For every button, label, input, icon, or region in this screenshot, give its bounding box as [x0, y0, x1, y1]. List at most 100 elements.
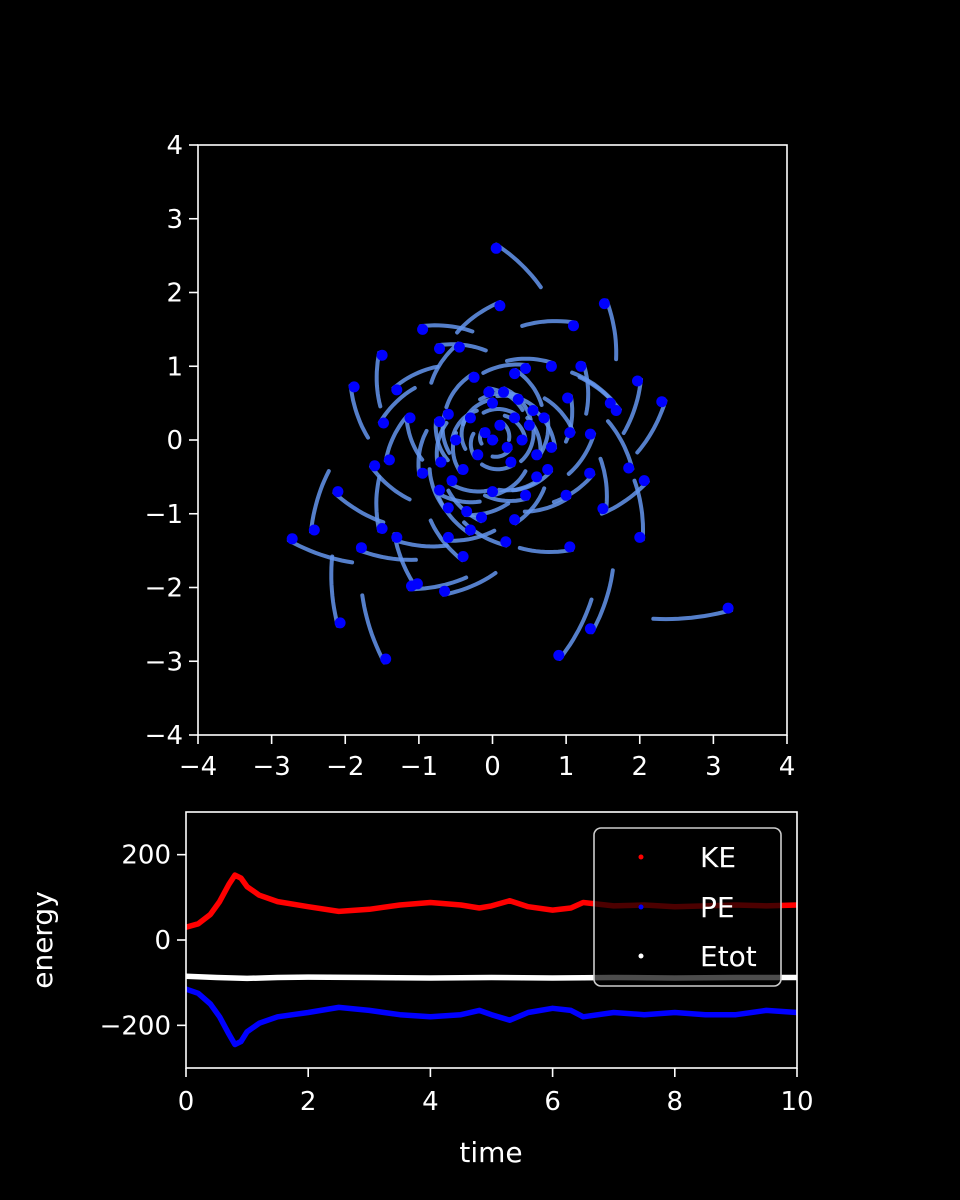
particle-point [584, 623, 596, 635]
y-tick-label: 1 [166, 352, 183, 382]
particle-trail [520, 319, 578, 328]
particle-trail [513, 486, 547, 526]
particle-point [446, 475, 458, 487]
x-tick-label: 10 [780, 1087, 813, 1117]
y-tick-label: −4 [145, 721, 183, 751]
particle-trail [505, 356, 556, 366]
energy-plot: 0 2 4 6 8 10 −200 0 200 time energy KE PE Etot [26, 811, 814, 1169]
particle-point [479, 427, 491, 439]
particle-trail [606, 419, 635, 471]
legend-label-pe: PE [700, 891, 735, 924]
particle-point [564, 541, 576, 553]
particle-point [553, 649, 565, 661]
particle-trail [481, 362, 530, 375]
particle-point [545, 360, 557, 372]
particle-plot-x-axis: −4 −3 −2 −1 0 1 2 3 4 [179, 735, 795, 782]
particle-point [638, 475, 650, 487]
particle-point [391, 384, 403, 396]
particle-point [722, 602, 734, 614]
particle-point [464, 412, 476, 424]
x-tick-label: 3 [705, 752, 722, 782]
particle-trail [635, 398, 668, 455]
x-tick-label: 0 [484, 752, 501, 782]
particle-trail [374, 475, 382, 533]
particle-trail [542, 396, 576, 435]
particle-trail [428, 518, 465, 563]
particle-point [308, 524, 320, 536]
y-tick-label: 200 [121, 841, 171, 871]
particle-point [417, 467, 429, 479]
particle-point [527, 405, 539, 416]
particle-point [442, 502, 454, 514]
particle-point [332, 486, 344, 498]
particle-point [376, 349, 388, 361]
particle-trail [360, 593, 387, 665]
particle-point [442, 408, 454, 420]
particle-point [516, 434, 528, 446]
particle-point [598, 298, 610, 310]
particle-trail [418, 323, 475, 334]
particle-trail [286, 538, 355, 565]
legend-marker-ke [638, 854, 644, 860]
particle-point [464, 524, 476, 536]
particle-trail [598, 456, 609, 513]
particle-point [490, 242, 502, 254]
particle-point [376, 523, 388, 534]
particle-trail [309, 469, 331, 534]
y-tick-label: −1 [145, 500, 183, 530]
particle-point [472, 449, 484, 461]
particle-point [476, 511, 487, 523]
particle-trail [490, 469, 528, 498]
x-tick-label: 4 [779, 752, 796, 782]
particle-plot: −4 −3 −2 −1 0 1 2 3 4 −4 −3 −2 −1 0 1 2 3 4 [145, 131, 796, 782]
y-tick-label: −2 [145, 574, 183, 604]
particle-trail [455, 300, 503, 335]
particle-trail [377, 386, 417, 425]
particle-trail [329, 554, 340, 628]
y-tick-label: −200 [100, 1011, 171, 1041]
y-axis-label: energy [26, 891, 59, 989]
particle-trail [444, 528, 497, 543]
particle-point [509, 412, 521, 424]
particle-point [461, 506, 473, 517]
energy-plot-x-axis: 0 2 4 6 8 10 [178, 1068, 814, 1117]
x-tick-label: 6 [544, 1087, 561, 1117]
particle-point [560, 489, 572, 501]
particle-point [604, 397, 616, 409]
particle-point [457, 464, 469, 475]
particle-point [450, 434, 462, 446]
particle-point [520, 489, 532, 501]
y-tick-label: 0 [154, 926, 171, 956]
particle-trail [621, 377, 643, 435]
x-tick-label: −1 [400, 752, 438, 782]
particle-point [434, 343, 445, 355]
particle-trail [444, 371, 476, 410]
particle-point [406, 580, 417, 592]
particle-trail [407, 575, 469, 592]
legend-box [593, 827, 782, 987]
particle-point [380, 653, 392, 665]
legend-marker-etot [638, 953, 644, 959]
particle-plot-y-axis: −4 −3 −2 −1 0 1 2 3 4 [145, 131, 198, 751]
particle-point [568, 320, 579, 332]
particle-trail [374, 350, 383, 409]
particle-trail [369, 464, 412, 502]
particle-point [434, 416, 445, 428]
x-tick-label: 2 [300, 1087, 317, 1117]
particle-point [509, 368, 521, 380]
particle-point [457, 551, 469, 562]
x-tick-label: 1 [558, 752, 575, 782]
particle-point [562, 392, 574, 404]
x-tick-label: 4 [422, 1087, 439, 1117]
y-tick-label: 2 [166, 279, 183, 309]
particle-point [505, 456, 517, 468]
particle-trail [332, 490, 386, 525]
particle-trail [392, 532, 418, 590]
particle-point [500, 536, 512, 548]
legend-marker-pe [638, 904, 644, 910]
particle-point [453, 341, 465, 353]
particle-trail [566, 431, 597, 476]
particle-trail [416, 428, 429, 477]
particle-point [523, 419, 535, 431]
